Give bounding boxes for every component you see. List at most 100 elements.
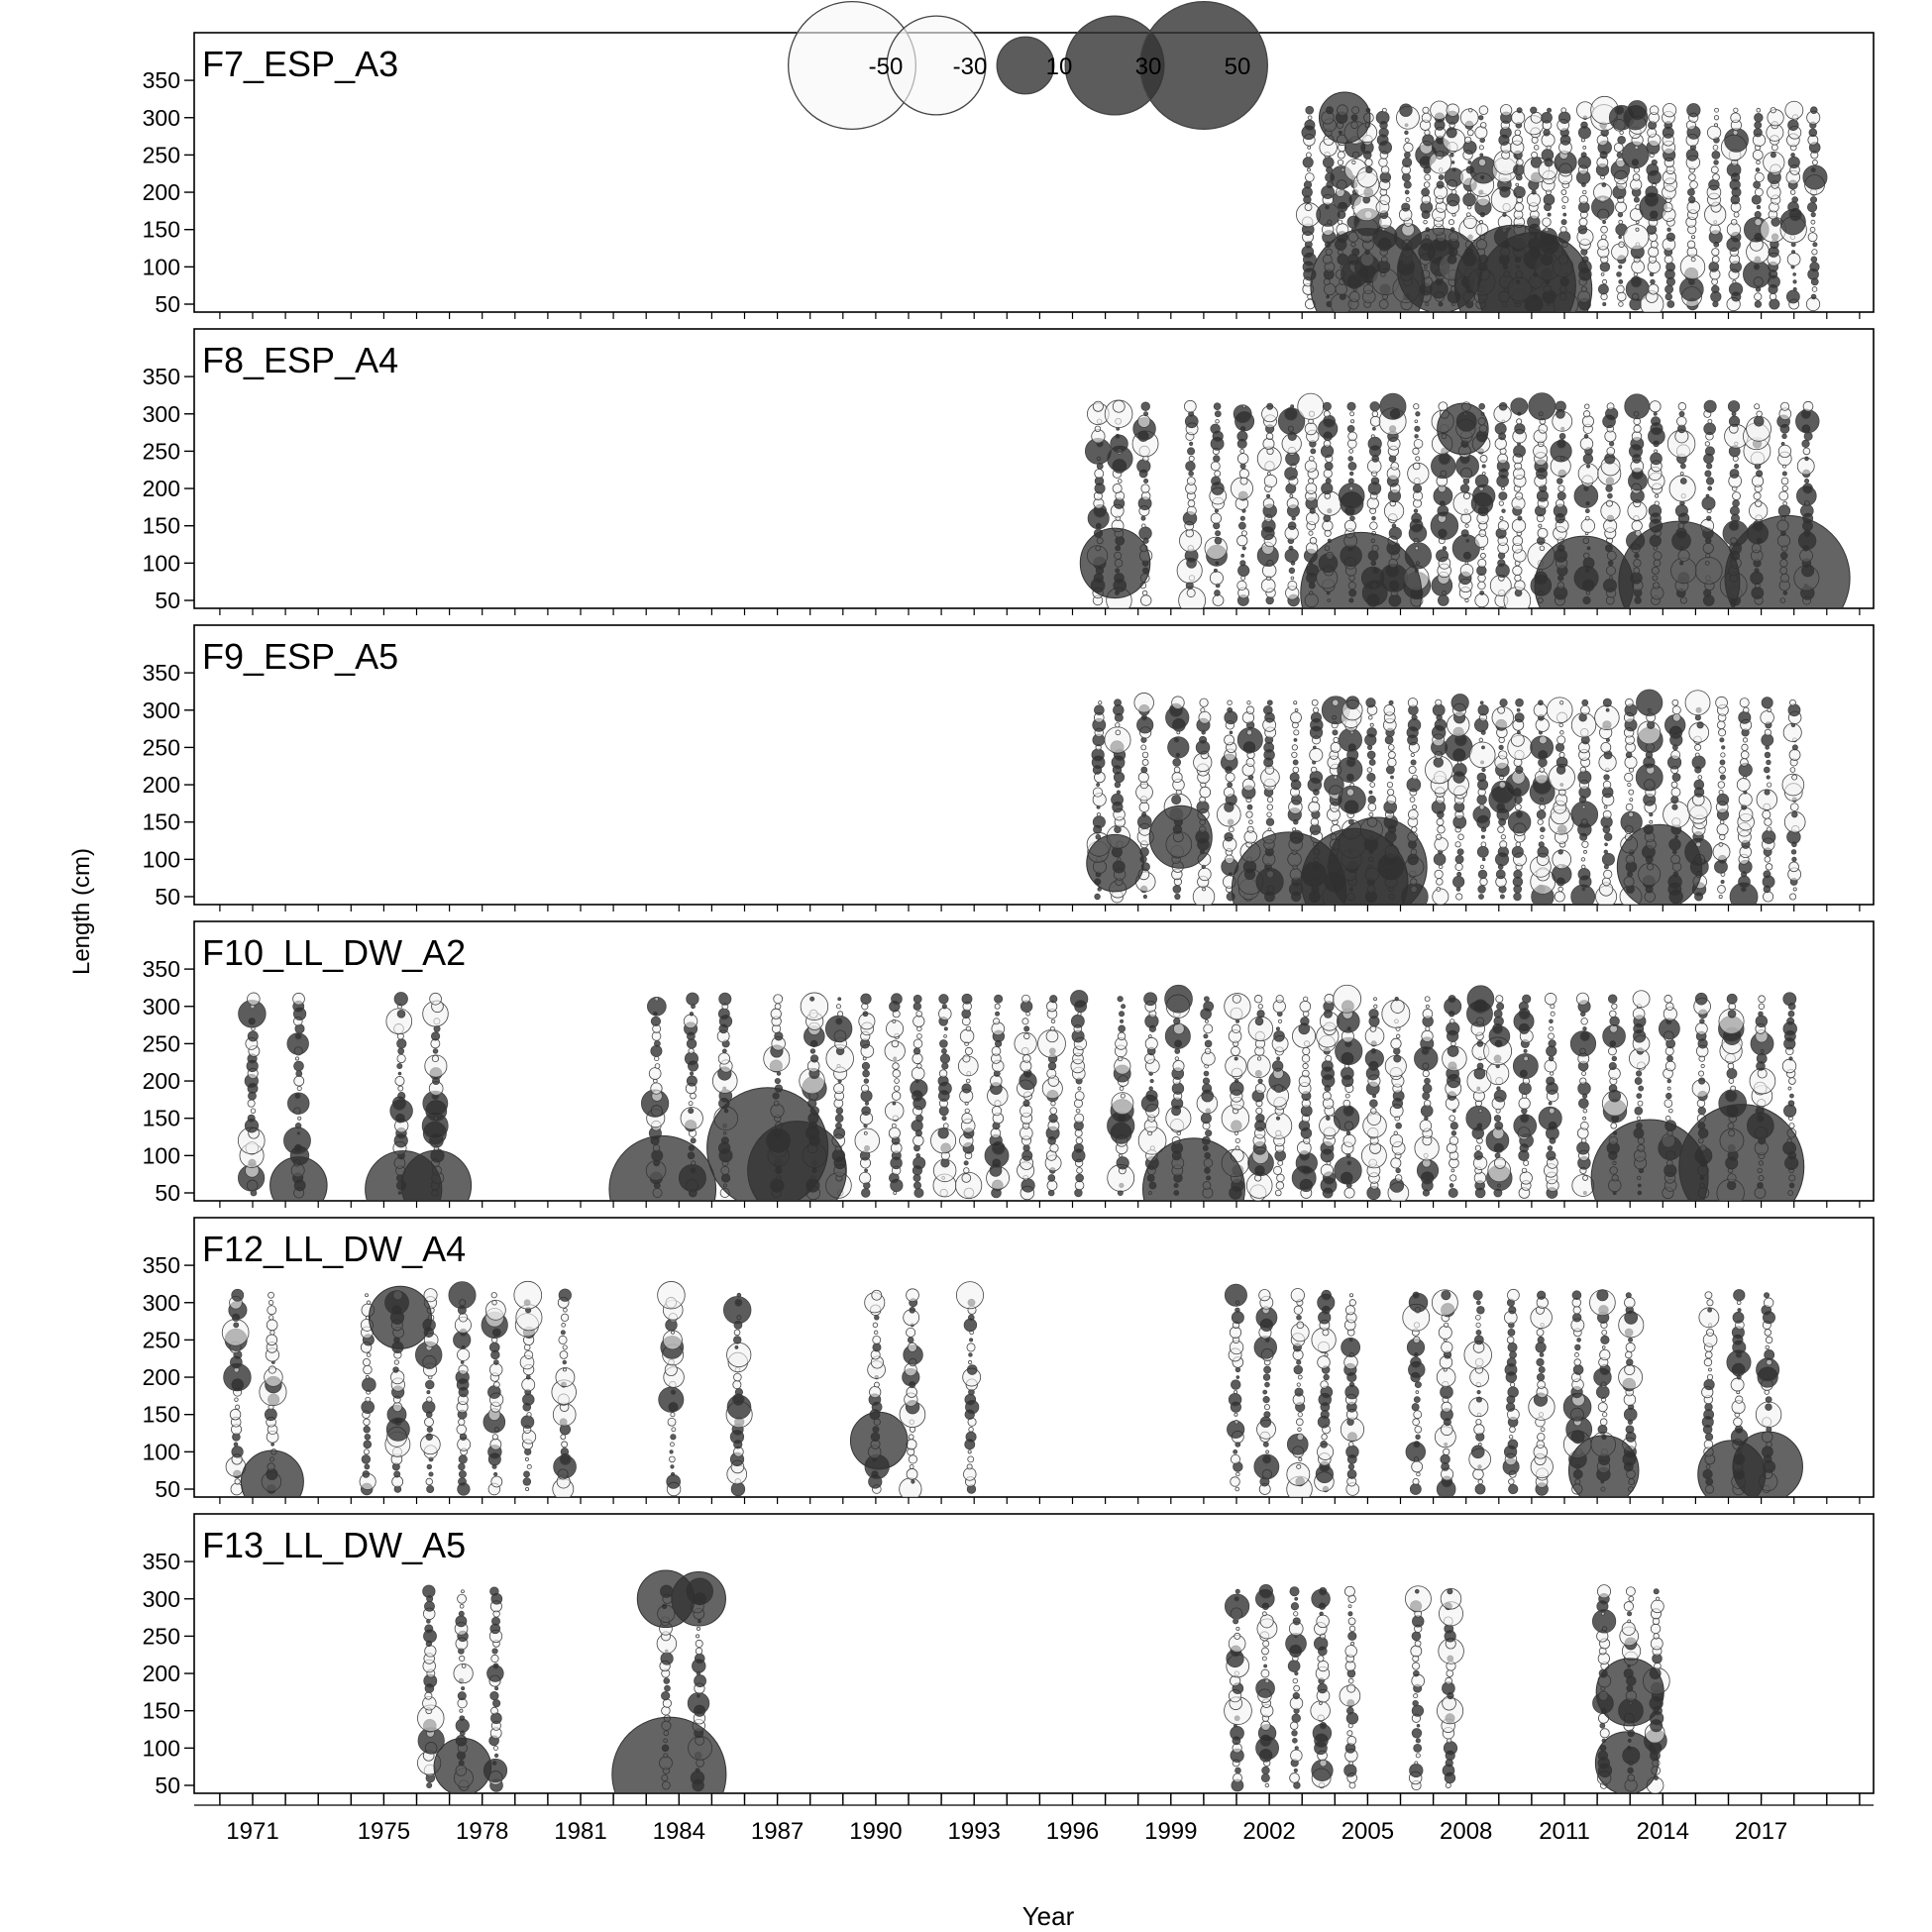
residual-bubble [1624,1297,1636,1309]
residual-bubble [1497,453,1508,465]
y-tick-label: 50 [155,291,180,317]
residual-bubble [912,994,922,1004]
residual-bubble [1810,219,1816,225]
residual-bubble [1538,735,1548,745]
residual-bubble [1229,730,1234,735]
residual-bubble [1246,804,1253,810]
residual-bubble [266,1334,278,1346]
residual-bubble [1601,182,1607,187]
residual-bubble [1450,1168,1455,1173]
residual-bubble [1690,257,1696,263]
residual-bubble [1171,772,1183,784]
residual-bubble [1184,414,1199,429]
y-tick-label: 350 [143,1549,180,1574]
residual-bubble [1096,812,1102,817]
residual-bubble [1292,766,1300,774]
residual-bubble [1228,826,1234,833]
residual-bubble [1391,523,1397,528]
residual-bubble [1787,703,1801,717]
residual-bubble [1415,1390,1420,1394]
residual-bubble [1544,993,1557,1006]
residual-bubble [1808,128,1818,138]
residual-bubble [1764,856,1771,863]
residual-bubble [1048,1113,1058,1124]
residual-bubble [1305,483,1318,494]
residual-bubble [1580,857,1586,862]
residual-bubble [1297,1374,1303,1380]
residual-bubble [1781,773,1805,797]
residual-bubble [1388,526,1402,540]
residual-bubble [1401,202,1411,212]
large-residual-bubble [608,1134,717,1201]
residual-bubble [1653,411,1658,416]
residual-bubble [1756,204,1762,210]
residual-bubble [1198,867,1212,882]
residual-bubble [1577,868,1591,881]
residual-bubble [1404,130,1409,136]
residual-bubble [1570,801,1599,828]
residual-bubble [1436,878,1444,886]
residual-bubble [1648,503,1663,518]
residual-bubble [1602,278,1608,284]
residual-bubble [1638,1085,1645,1092]
residual-bubble [964,1108,970,1114]
residual-bubble [1740,750,1750,760]
panel-title: F7_ESP_A3 [202,44,398,84]
residual-bubble [1246,825,1254,833]
residual-bubble [1367,436,1382,451]
residual-bubble [1456,848,1464,856]
residual-bubble [1302,1062,1309,1070]
residual-bubble [1654,449,1659,454]
residual-bubble [1738,710,1752,724]
residual-bubble [1741,743,1749,752]
residual-bubble [1240,576,1246,581]
residual-bubble [1581,840,1589,848]
residual-bubble [1718,766,1726,774]
residual-bubble [1519,1171,1533,1185]
residual-bubble [1308,456,1315,462]
residual-bubble [1618,235,1622,240]
panel-frame [193,624,1875,906]
residual-bubble [1597,1424,1608,1435]
residual-bubble [1714,107,1719,113]
residual-bubble [1480,122,1487,129]
residual-bubble [1307,167,1311,172]
residual-bubble [1580,152,1587,159]
residual-bubble [1513,444,1526,458]
residual-bubble [688,1047,695,1055]
residual-bubble [1473,1424,1485,1436]
residual-bubble [1342,1099,1351,1108]
residual-bubble [1664,995,1672,1004]
residual-bubble [296,1130,301,1135]
residual-bubble [1706,463,1713,470]
residual-bubble [1726,993,1738,1005]
residual-bubble [1754,211,1762,219]
residual-bubble [1337,151,1345,160]
residual-bubble [1549,1025,1554,1031]
residual-bubble [1627,100,1648,121]
residual-bubble [422,1584,436,1598]
residual-bubble [1394,997,1399,1002]
residual-bubble [1546,697,1573,724]
residual-bubble [493,1753,499,1758]
residual-bubble [493,1471,498,1477]
residual-bubble [1662,103,1677,118]
residual-bubble [1537,1433,1546,1442]
residual-bubble [1092,815,1106,829]
y-tick-label: 250 [143,1327,180,1352]
residual-bubble [1716,793,1730,806]
residual-bubble [1602,780,1612,790]
residual-bubble [1266,493,1271,498]
residual-bubble [1521,1167,1528,1174]
residual-bubble [1704,1402,1713,1412]
residual-bubble [1262,1389,1268,1395]
residual-bubble [1301,1054,1311,1063]
residual-bubble [1387,744,1395,751]
residual-bubble [1598,283,1609,295]
y-tick-label: 150 [143,809,180,835]
residual-bubble [1600,272,1605,276]
residual-bubble [1405,197,1411,202]
residual-bubble [396,1009,406,1019]
residual-bubble [1766,1426,1772,1433]
y-tick-label: 350 [143,364,180,389]
